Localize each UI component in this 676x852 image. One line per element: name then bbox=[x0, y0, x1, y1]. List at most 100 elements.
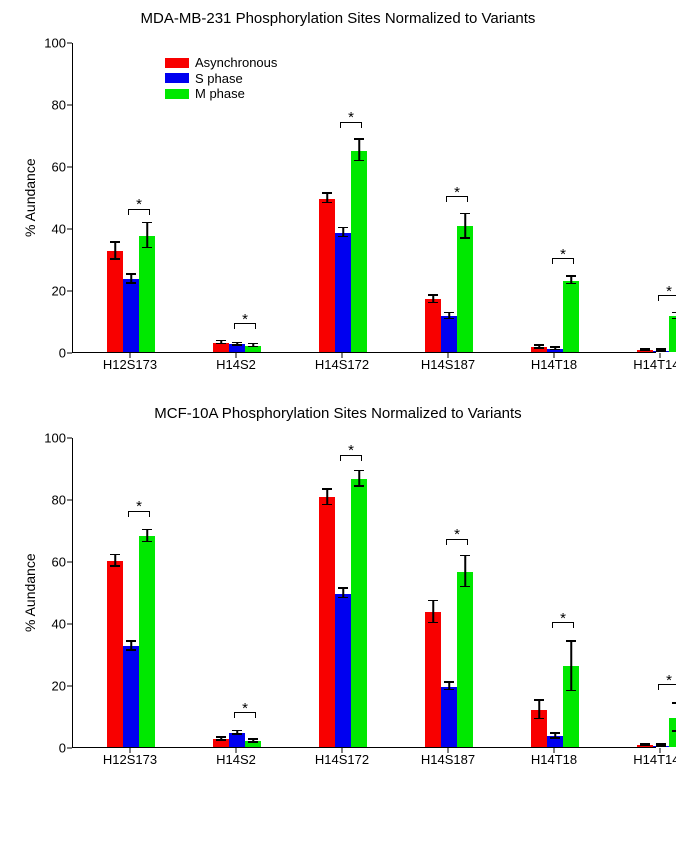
bar-group bbox=[637, 43, 676, 352]
bar bbox=[457, 226, 473, 352]
bar bbox=[653, 746, 669, 747]
bar-group bbox=[637, 438, 676, 747]
bar bbox=[425, 299, 441, 352]
y-axis-label: % Aundance bbox=[20, 438, 38, 748]
error-cap bbox=[428, 600, 438, 602]
bar bbox=[139, 536, 155, 747]
error-cap bbox=[444, 312, 454, 314]
error-cap bbox=[216, 739, 226, 741]
x-tick-mark bbox=[660, 353, 661, 358]
y-tick-label: 0 bbox=[59, 741, 66, 756]
error-cap bbox=[322, 192, 332, 194]
x-tick-label: H14S2 bbox=[216, 357, 256, 372]
bar bbox=[637, 350, 653, 352]
x-axis-inner: H12S173H14S2H14S172H14S187H14T18H14T146H… bbox=[72, 748, 656, 770]
error-cap bbox=[142, 529, 152, 531]
error-cap bbox=[354, 138, 364, 140]
error-cap bbox=[126, 273, 136, 275]
error-cap bbox=[534, 347, 544, 349]
bar-group bbox=[319, 438, 367, 747]
error-bar bbox=[358, 140, 360, 162]
y-tick-label: 80 bbox=[52, 98, 66, 113]
y-tick-label: 20 bbox=[52, 679, 66, 694]
y-tick-label: 0 bbox=[59, 346, 66, 361]
x-tick-label: H14S172 bbox=[315, 357, 369, 372]
plot: ******* bbox=[72, 438, 656, 748]
x-tick-mark bbox=[236, 748, 237, 753]
error-cap bbox=[338, 227, 348, 229]
chart-title: MDA-MB-231 Phosphorylation Sites Normali… bbox=[20, 10, 656, 27]
error-cap bbox=[550, 737, 560, 739]
bar bbox=[563, 666, 579, 747]
x-tick-label: H14T146 bbox=[633, 752, 676, 767]
bar bbox=[139, 236, 155, 352]
error-cap bbox=[142, 222, 152, 224]
bar bbox=[547, 349, 563, 352]
bar bbox=[531, 347, 547, 352]
error-cap bbox=[248, 343, 258, 345]
x-tick-mark bbox=[448, 748, 449, 753]
error-bar bbox=[464, 556, 466, 587]
error-cap bbox=[566, 690, 576, 692]
y-axis: 020406080100 bbox=[38, 43, 72, 353]
x-tick-label: H14T146 bbox=[633, 357, 676, 372]
y-tick-label: 80 bbox=[52, 493, 66, 508]
error-bar bbox=[146, 223, 148, 248]
error-cap bbox=[322, 504, 332, 506]
bars-layer bbox=[73, 438, 656, 747]
error-cap bbox=[110, 565, 120, 567]
error-cap bbox=[428, 294, 438, 296]
bar-group bbox=[213, 438, 261, 747]
y-tick-label: 40 bbox=[52, 617, 66, 632]
error-cap bbox=[566, 640, 576, 642]
y-tick-label: 100 bbox=[44, 431, 66, 446]
error-bar bbox=[570, 642, 572, 692]
x-axis: H12S173H14S2H14S172H14S187H14T18H14T146H… bbox=[72, 353, 656, 375]
x-tick-label: H14T18 bbox=[531, 357, 577, 372]
x-tick-label: H12S173 bbox=[103, 752, 157, 767]
error-cap bbox=[534, 699, 544, 701]
y-axis-label: % Aundance bbox=[20, 43, 38, 353]
bar bbox=[213, 739, 229, 747]
error-cap bbox=[640, 745, 650, 747]
error-cap bbox=[428, 302, 438, 304]
bar bbox=[563, 281, 579, 352]
error-cap bbox=[248, 346, 258, 348]
error-bar bbox=[432, 601, 434, 623]
x-tick-mark bbox=[342, 353, 343, 358]
bar-group bbox=[425, 43, 473, 352]
error-cap bbox=[110, 554, 120, 556]
bar bbox=[245, 346, 261, 352]
error-cap bbox=[216, 343, 226, 345]
error-cap bbox=[428, 622, 438, 624]
chart-panel: MDA-MB-231 Phosphorylation Sites Normali… bbox=[20, 10, 656, 375]
bar bbox=[123, 279, 139, 352]
bar bbox=[229, 344, 245, 352]
error-cap bbox=[232, 733, 242, 735]
error-cap bbox=[338, 597, 348, 599]
x-tick-label: H14S172 bbox=[315, 752, 369, 767]
bars-layer bbox=[73, 43, 656, 352]
bar-group bbox=[107, 43, 155, 352]
bar bbox=[107, 561, 123, 747]
bar bbox=[335, 233, 351, 352]
error-cap bbox=[216, 736, 226, 738]
bar bbox=[213, 343, 229, 352]
y-tick-label: 20 bbox=[52, 284, 66, 299]
error-cap bbox=[232, 342, 242, 344]
error-cap bbox=[566, 275, 576, 277]
error-cap bbox=[110, 241, 120, 243]
error-bar bbox=[538, 701, 540, 720]
error-cap bbox=[460, 213, 470, 215]
y-tick-label: 100 bbox=[44, 36, 66, 51]
error-cap bbox=[216, 340, 226, 342]
bar bbox=[107, 251, 123, 352]
bar bbox=[245, 741, 261, 747]
error-cap bbox=[534, 344, 544, 346]
x-tick-label: H14S187 bbox=[421, 357, 475, 372]
y-tick-label: 60 bbox=[52, 555, 66, 570]
chart-title: MCF-10A Phosphorylation Sites Normalized… bbox=[20, 405, 656, 422]
error-cap bbox=[232, 344, 242, 346]
x-tick-label: H12S173 bbox=[103, 357, 157, 372]
bar bbox=[123, 646, 139, 747]
